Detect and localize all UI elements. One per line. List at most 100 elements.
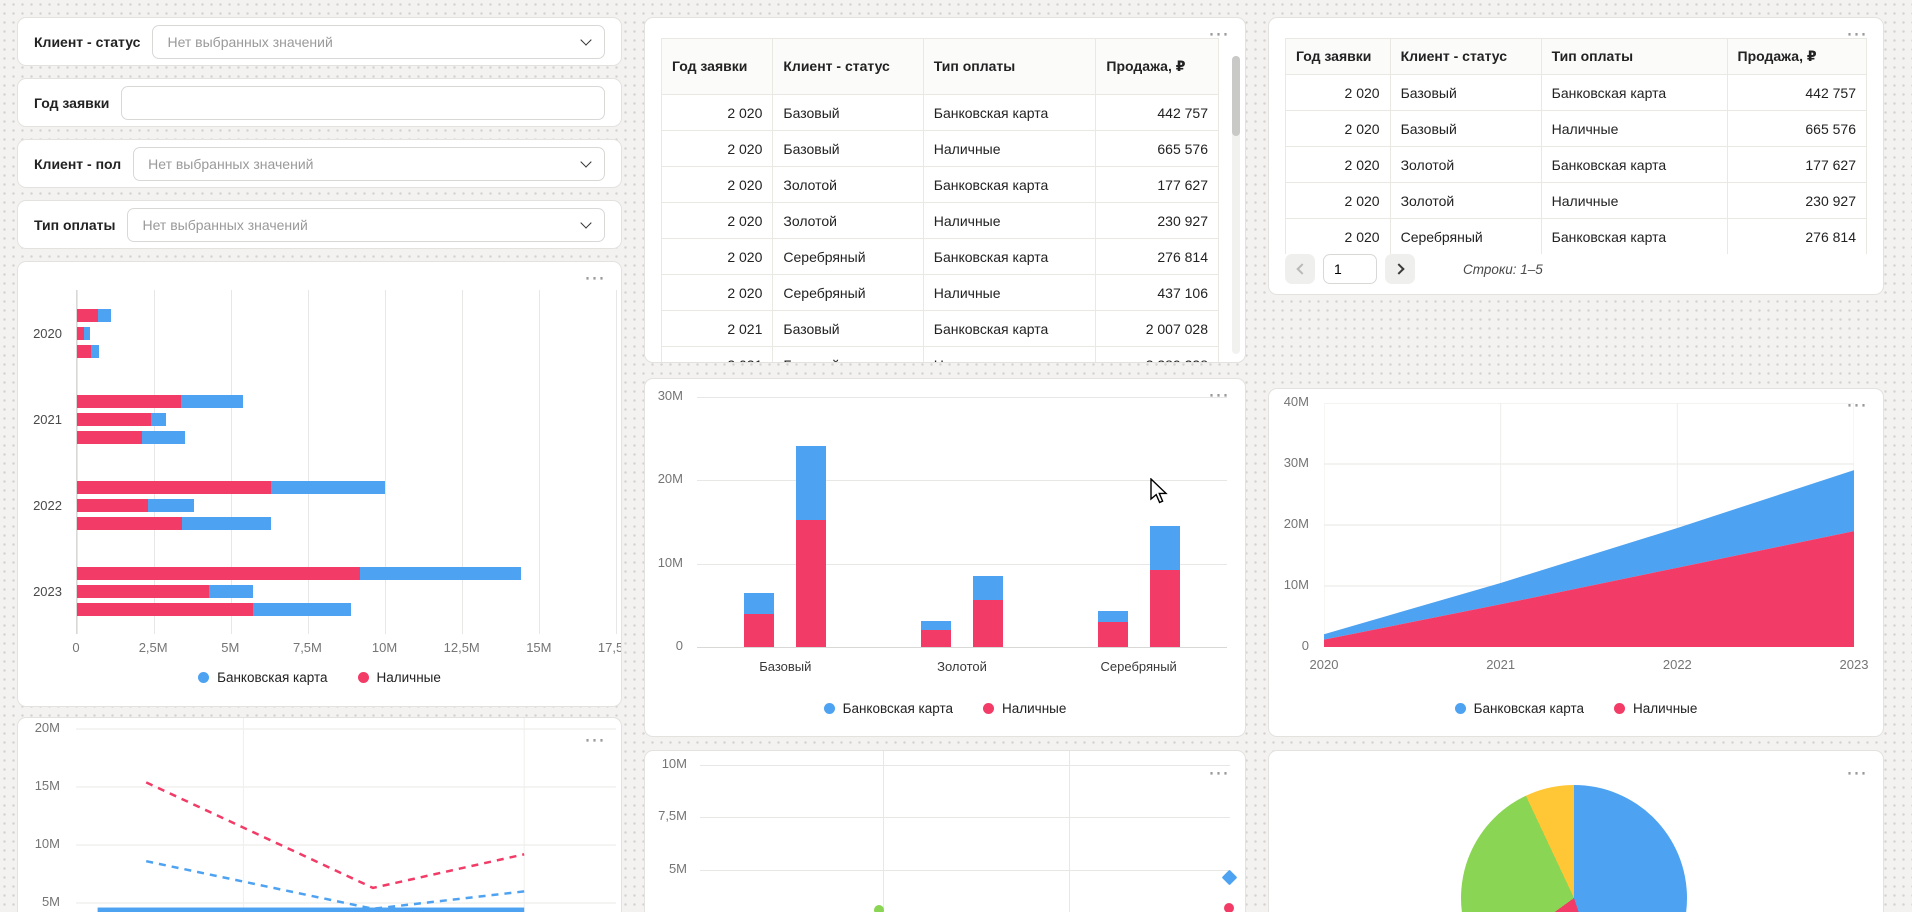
card-area-series[interactable] <box>1324 470 1854 640</box>
card-bar-segment[interactable] <box>1149 526 1180 570</box>
stacked-bar[interactable] <box>1149 526 1180 647</box>
blue-data-point[interactable] <box>1221 869 1238 886</box>
next-page-button[interactable] <box>1385 254 1415 284</box>
stacked-bar[interactable] <box>77 516 616 530</box>
widget-menu-icon[interactable]: ⋯ <box>1846 394 1869 417</box>
payment-type-select[interactable]: Нет выбранных значений <box>127 207 605 242</box>
cash-bar-segment[interactable] <box>77 430 142 444</box>
cash-bar-segment[interactable] <box>77 480 272 494</box>
cash-bar-segment[interactable] <box>77 344 91 358</box>
card-bar-segment[interactable] <box>796 446 827 521</box>
table-pagination: Строки: 1–5 <box>1285 254 1543 284</box>
table-row: 2 020 Базовый Банковская карта 442 757 <box>661 94 1219 131</box>
cash-bar-segment[interactable] <box>1149 569 1180 647</box>
cash-bar-segment[interactable] <box>77 566 361 580</box>
stacked-bar[interactable] <box>77 308 616 322</box>
table-cell: Серебряный <box>772 238 924 275</box>
stacked-bar[interactable] <box>921 621 951 647</box>
plot-area <box>700 751 1238 912</box>
card-bar-segment[interactable] <box>141 430 185 444</box>
table-cell: 230 927 <box>1726 182 1867 219</box>
cash-bar-segment[interactable] <box>973 600 1003 647</box>
legend-item[interactable]: Банковская карта <box>198 670 328 685</box>
scrollbar-thumb[interactable] <box>1232 56 1240 136</box>
card-bar-segment[interactable] <box>147 498 195 512</box>
cash-bar-segment[interactable] <box>77 498 148 512</box>
card-bar-segment[interactable] <box>744 592 775 614</box>
card-bar-segment[interactable] <box>360 566 521 580</box>
stacked-bar[interactable] <box>77 394 616 408</box>
card-bar-segment[interactable] <box>90 344 100 358</box>
page-number-input[interactable] <box>1323 254 1377 284</box>
cash-line-series[interactable] <box>145 781 525 890</box>
table-cell: 2 020 <box>661 238 774 275</box>
card-bar-segment[interactable] <box>181 516 272 530</box>
cash-bar-segment[interactable] <box>1097 622 1128 647</box>
cash-area-series[interactable] <box>1324 531 1854 647</box>
table-cell: 2 020 <box>661 202 774 239</box>
stacked-bar[interactable] <box>1097 611 1128 647</box>
chart-card-sales-by-status: ⋯ 0 10M 20M 30M Базовый Золотой Серебряный Ба… <box>644 378 1246 737</box>
widget-menu-icon[interactable]: ⋯ <box>584 729 607 752</box>
widget-menu-icon[interactable]: ⋯ <box>1846 23 1869 46</box>
client-status-select[interactable]: Нет выбранных значений <box>152 24 605 59</box>
prev-page-button[interactable] <box>1285 254 1315 284</box>
stacked-bar[interactable] <box>77 566 616 580</box>
stacked-bar[interactable] <box>77 498 616 512</box>
card-line-series[interactable] <box>145 859 525 911</box>
card-bar-segment[interactable] <box>973 576 1003 601</box>
gridline <box>697 563 1227 565</box>
stacked-bar[interactable] <box>796 446 827 647</box>
stacked-bar[interactable] <box>77 480 616 494</box>
legend-item[interactable]: Наличные <box>357 670 441 685</box>
widget-menu-icon[interactable]: ⋯ <box>584 267 607 290</box>
stacked-bar[interactable] <box>77 344 616 358</box>
stacked-bar[interactable] <box>77 584 616 598</box>
cash-bar-segment[interactable] <box>921 630 951 647</box>
stacked-bar[interactable] <box>973 576 1003 647</box>
stacked-bar[interactable] <box>744 592 775 647</box>
legend-item[interactable]: Банковская карта <box>823 701 953 716</box>
cash-bar-segment[interactable] <box>796 520 827 647</box>
widget-menu-icon[interactable]: ⋯ <box>1208 762 1231 785</box>
card-bar-segment[interactable] <box>1097 611 1128 622</box>
cash-bar-segment[interactable] <box>77 412 151 426</box>
legend-item[interactable]: Наличные <box>983 701 1066 716</box>
table-cell: 2 020 <box>1285 110 1391 147</box>
cash-bar-segment[interactable] <box>77 584 210 598</box>
widget-menu-icon[interactable]: ⋯ <box>1208 384 1231 407</box>
legend-item[interactable]: Наличные <box>1614 701 1697 716</box>
card-bar-segment[interactable] <box>921 621 951 631</box>
card-bar-segment[interactable] <box>271 480 385 494</box>
card-bar-segment[interactable] <box>209 584 253 598</box>
widget-menu-icon[interactable]: ⋯ <box>1846 762 1869 785</box>
cash-bar-segment[interactable] <box>744 613 775 647</box>
card-bar-segment[interactable] <box>181 394 243 408</box>
stacked-bar[interactable] <box>77 602 616 616</box>
cash-bar-segment[interactable] <box>77 326 85 340</box>
table-cell: Серебряный <box>772 274 924 311</box>
legend-item[interactable]: Банковская карта <box>1454 701 1584 716</box>
cash-bar-segment[interactable] <box>77 394 182 408</box>
pie-chart[interactable] <box>1461 785 1687 912</box>
card-bar-segment[interactable] <box>252 602 352 616</box>
stacked-bar[interactable] <box>77 430 616 444</box>
cash-bar-segment[interactable] <box>77 602 253 616</box>
table-scrollbar[interactable] <box>1232 56 1240 354</box>
stacked-bar[interactable] <box>77 326 616 340</box>
table-cell: Базовый <box>772 130 924 167</box>
card-bar-segment[interactable] <box>97 308 112 322</box>
card-bar-segment[interactable] <box>84 326 90 340</box>
widget-menu-icon[interactable]: ⋯ <box>1208 23 1231 46</box>
card-bar-segment[interactable] <box>150 412 167 426</box>
cash-bar-segment[interactable] <box>77 308 98 322</box>
table-cell: Наличные <box>922 202 1097 239</box>
client-gender-select[interactable]: Нет выбранных значений <box>133 146 605 181</box>
table-header-row: Год заявки Клиент - статус Тип оплаты Прода… <box>661 38 1219 95</box>
green-data-point[interactable] <box>874 905 885 912</box>
year-filter-input[interactable] <box>121 85 605 120</box>
cash-bar-segment[interactable] <box>77 516 182 530</box>
red-data-point[interactable] <box>1224 903 1234 912</box>
stacked-bar[interactable] <box>77 412 616 426</box>
